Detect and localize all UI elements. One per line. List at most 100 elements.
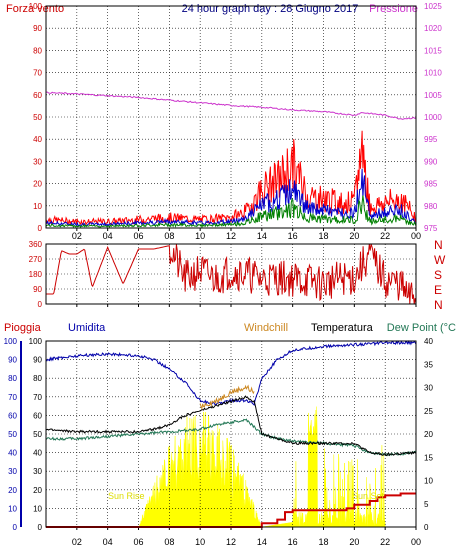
temperature-tick-label: 40 xyxy=(424,337,433,346)
x-tick-label: 02 xyxy=(72,231,82,241)
temperature-label: Temperatura xyxy=(311,322,374,334)
direction-tick-label: 270 xyxy=(29,255,43,264)
wind-gust-line xyxy=(45,168,416,227)
humidity-tick-label: 0 xyxy=(13,523,18,532)
direction-tick-label: 0 xyxy=(38,300,43,309)
x-tick-label: 16 xyxy=(288,231,298,241)
humidity-tick-label: 40 xyxy=(8,449,17,458)
x-tick-label: 08 xyxy=(164,231,174,241)
rain-tick-label: 30 xyxy=(33,467,42,476)
pressure-tick-label: 1020 xyxy=(424,24,442,33)
wind-tick-label: 50 xyxy=(33,113,42,122)
humidity-tick-label: 60 xyxy=(8,411,17,420)
dewpoint-label: Dew Point (°C xyxy=(387,322,456,334)
humidity-tick-label: 70 xyxy=(8,393,17,402)
x-tick-label: 00 xyxy=(411,537,421,547)
humidity-tick-label: 100 xyxy=(4,337,18,346)
wind-tick-label: 30 xyxy=(33,157,42,166)
x-tick-label: 18 xyxy=(318,231,328,241)
direction-tick-label: 180 xyxy=(29,270,43,279)
rain-tick-label: 20 xyxy=(33,486,42,495)
pressure-tick-label: 975 xyxy=(424,224,438,233)
temperature-tick-label: 35 xyxy=(424,360,433,369)
rain-tick-label: 10 xyxy=(33,504,42,513)
rain-tick-label: 40 xyxy=(33,449,42,458)
climate-frame xyxy=(45,340,417,528)
x-tick-label: 10 xyxy=(195,537,205,547)
x-tick-label: 06 xyxy=(133,231,143,241)
wind-tick-label: 90 xyxy=(33,24,42,33)
dewpoint-line xyxy=(45,418,417,457)
compass-label: N xyxy=(434,238,443,252)
rain-tick-label: 80 xyxy=(33,374,42,383)
pressure-tick-label: 980 xyxy=(424,202,438,211)
compass-label: S xyxy=(434,268,442,282)
wind-pressure-grid xyxy=(46,6,417,228)
windchill-line xyxy=(199,384,255,411)
wind-pressure-frame xyxy=(45,5,417,229)
temperature-tick-label: 5 xyxy=(424,500,429,509)
direction-series xyxy=(46,243,417,305)
x-tick-label: 08 xyxy=(164,537,174,547)
pressure-tick-label: 990 xyxy=(424,157,438,166)
chart-title: 24 hour graph day : 28 Giugno 2017 xyxy=(182,3,359,15)
x-tick-label: 22 xyxy=(380,537,390,547)
temperature-line xyxy=(45,395,417,457)
direction-tick-label: 90 xyxy=(33,285,42,294)
humidity-tick-label: 50 xyxy=(8,430,17,439)
x-tick-label: 16 xyxy=(288,537,298,547)
temperature-tick-label: 30 xyxy=(424,384,433,393)
wind-tick-label: 10 xyxy=(33,202,42,211)
humidity-tick-label: 10 xyxy=(8,504,17,513)
wind-direction-line xyxy=(46,243,417,305)
temperature-tick-label: 10 xyxy=(424,477,433,486)
wind-pressure-series xyxy=(45,91,417,229)
rain-tick-label: 70 xyxy=(33,393,42,402)
compass-label: W xyxy=(434,253,446,267)
rain-tick-label: 0 xyxy=(38,523,43,532)
x-tick-label: 04 xyxy=(103,231,113,241)
x-tick-label: 18 xyxy=(318,537,328,547)
x-tick-label: 22 xyxy=(380,231,390,241)
pressure-line xyxy=(45,91,417,120)
sun-rise-label: Sun Rise xyxy=(108,491,145,501)
rain-tick-label: 60 xyxy=(33,411,42,420)
x-tick-label: 14 xyxy=(257,231,267,241)
humidity-tick-label: 30 xyxy=(8,467,17,476)
rain-line xyxy=(46,492,416,528)
wind-tick-label: 100 xyxy=(29,2,43,11)
wind-speed-line xyxy=(45,130,417,226)
x-tick-label: 12 xyxy=(226,231,236,241)
wind-tick-label: 40 xyxy=(33,135,42,144)
x-tick-label: 20 xyxy=(349,537,359,547)
x-tick-label: 12 xyxy=(226,537,236,547)
pressure-tick-label: 1005 xyxy=(424,91,442,100)
pressure-tick-label: 1010 xyxy=(424,69,442,78)
temperature-tick-label: 20 xyxy=(424,430,433,439)
temperature-tick-label: 25 xyxy=(424,407,433,416)
rain-tick-label: 90 xyxy=(33,356,42,365)
compass-label: E xyxy=(434,283,442,297)
pressure-tick-label: 1025 xyxy=(424,2,442,11)
wind-tick-label: 70 xyxy=(33,69,42,78)
humidity-label: Umidita xyxy=(68,322,106,334)
rain-label: Pioggia xyxy=(4,322,42,334)
temperature-tick-label: 15 xyxy=(424,453,433,462)
x-tick-label: 04 xyxy=(103,537,113,547)
direction-tick-label: 360 xyxy=(29,240,43,249)
direction-frame xyxy=(45,243,417,305)
wind-tick-label: 80 xyxy=(33,46,42,55)
wind-pressure-axes: 02 04 06 08 10 12 14 16 18 20 22 001009080706050403… xyxy=(29,2,443,241)
x-tick-label: 02 xyxy=(72,537,82,547)
x-tick-label: 20 xyxy=(349,231,359,241)
humidity-tick-label: 20 xyxy=(8,486,17,495)
pressure-axis-title: Pressione xyxy=(369,3,418,15)
windchill-label: Windchill xyxy=(244,322,288,334)
x-tick-label: 14 xyxy=(257,537,267,547)
humidity-tick-label: 90 xyxy=(8,356,17,365)
wind-tick-label: 60 xyxy=(33,91,42,100)
x-tick-label: 06 xyxy=(133,537,143,547)
